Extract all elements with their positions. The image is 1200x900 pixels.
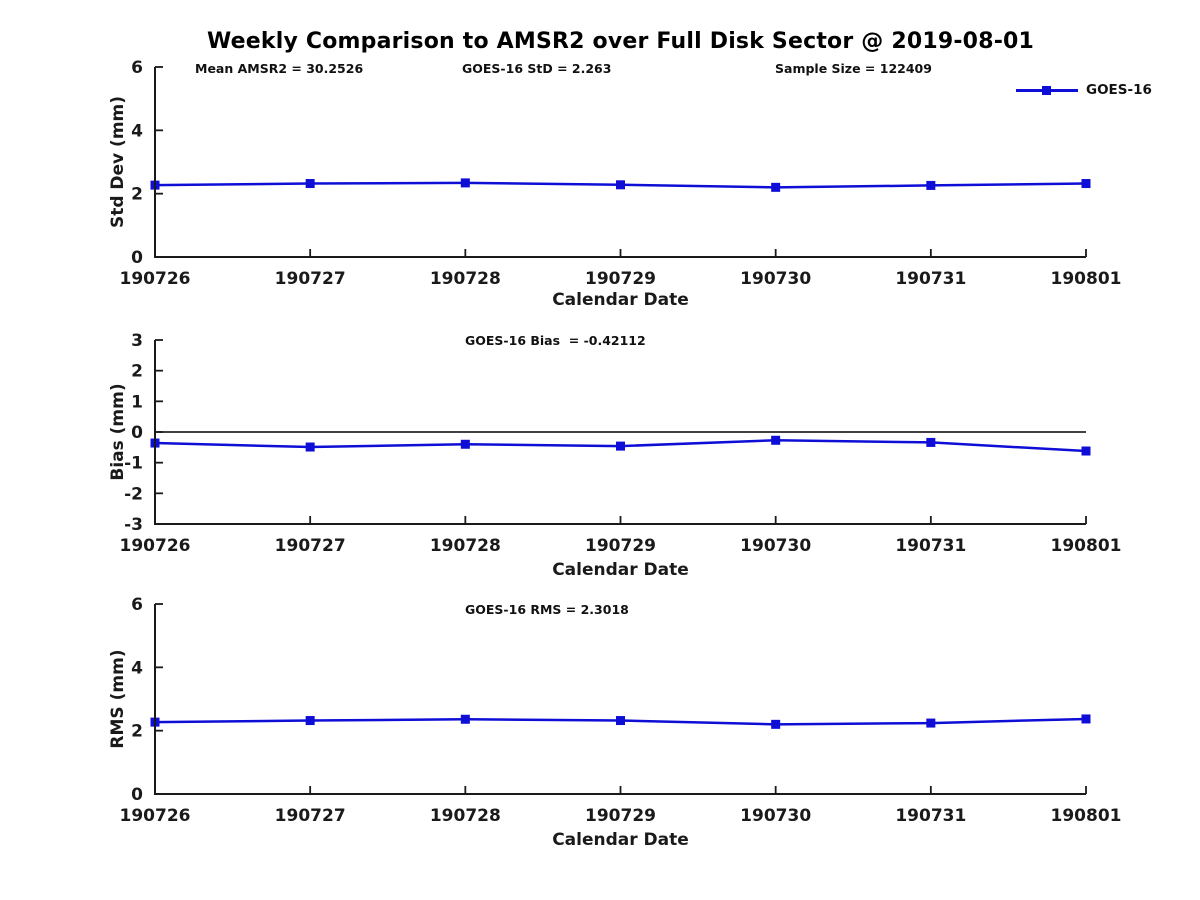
figure-title: Weekly Comparison to AMSR2 over Full Dis…: [206, 29, 1035, 54]
y-tick-label: -2: [124, 484, 143, 504]
x-tick-label: 190729: [585, 536, 656, 556]
annotation-sample-size: Sample Size = 122409: [775, 61, 932, 76]
x-tick-label: 190801: [1051, 536, 1122, 556]
data-point-marker: [460, 439, 470, 449]
x-tick-label: 190729: [585, 269, 656, 289]
x-tick-label: 190801: [1051, 269, 1122, 289]
x-tick-label: 190727: [275, 269, 346, 289]
data-point-marker: [616, 441, 625, 451]
data-point-marker: [460, 178, 470, 188]
data-point-marker: [771, 182, 781, 192]
y-tick-label: 6: [131, 595, 143, 615]
data-point-marker: [616, 180, 625, 190]
x-tick-label: 190728: [430, 806, 501, 826]
data-point-marker: [771, 435, 781, 445]
y-tick-label: 4: [131, 658, 143, 678]
x-tick-label: 190730: [740, 269, 811, 289]
y-tick-label: 1: [131, 392, 143, 412]
data-point-marker: [1081, 714, 1091, 724]
xlabel-plot3: Calendar Date: [552, 830, 689, 850]
legend-label: GOES-16: [1086, 82, 1152, 98]
xlabel-plot1: Calendar Date: [552, 290, 689, 310]
data-point-marker: [1081, 446, 1091, 456]
y-tick-label: 0: [131, 423, 143, 443]
x-tick-label: 190726: [120, 269, 191, 289]
data-point-marker: [926, 437, 936, 447]
y-tick-label: -1: [124, 454, 143, 474]
y-tick-label: 3: [131, 331, 143, 351]
y-tick-label: 2: [131, 722, 143, 742]
data-point-marker: [305, 442, 315, 452]
y-tick-label: 2: [131, 185, 143, 205]
y-tick-label: 0: [131, 785, 143, 805]
plot-2: 0 2 4 6 190726 190727 190728 190729 190730 190731…: [120, 595, 1122, 826]
legend-square-marker-icon: [1042, 85, 1051, 95]
y-tick-label: 6: [131, 58, 143, 78]
annotation-goes16-std: GOES-16 StD = 2.263: [462, 61, 612, 76]
data-point-marker: [305, 179, 315, 189]
y-tick-label: -3: [124, 515, 143, 535]
data-point-marker: [926, 180, 936, 190]
xlabel-plot2: Calendar Date: [552, 560, 689, 580]
annotation-mean-amsr2: Mean AMSR2 = 30.2526: [195, 61, 364, 76]
ylabel-bias: Bias (mm): [108, 383, 128, 481]
data-point-marker: [771, 719, 781, 729]
legend-line-sample: [1016, 85, 1078, 95]
data-point-marker: [926, 718, 936, 728]
x-tick-label: 190731: [895, 806, 966, 826]
x-tick-label: 190727: [275, 536, 346, 556]
data-point-marker: [616, 716, 625, 726]
x-tick-label: 190727: [275, 806, 346, 826]
x-tick-label: 190729: [585, 806, 656, 826]
x-tick-label: 190730: [740, 806, 811, 826]
ylabel-stddev: Std Dev (mm): [108, 95, 128, 229]
data-point-marker: [1081, 179, 1091, 189]
plot-0: 0 2 4 6 190726 190727 190728 190729 190730 190731…: [120, 58, 1122, 289]
x-tick-label: 190728: [430, 536, 501, 556]
axis: [154, 604, 1086, 795]
y-tick-label: 2: [131, 362, 143, 382]
x-tick-label: 190728: [430, 269, 501, 289]
y-tick-label: 0: [131, 248, 143, 268]
legend: GOES-16: [1016, 82, 1152, 98]
ylabel-rms: RMS (mm): [108, 649, 128, 749]
axis: [154, 67, 1086, 258]
x-tick-label: 190726: [120, 806, 191, 826]
x-tick-label: 190731: [895, 269, 966, 289]
annotation-goes16-rms: GOES-16 RMS = 2.3018: [465, 602, 629, 617]
x-tick-label: 190730: [740, 536, 811, 556]
x-tick-label: 190726: [120, 536, 191, 556]
annotation-goes16-bias: GOES-16 Bias = -0.42112: [465, 333, 646, 348]
x-tick-label: 190731: [895, 536, 966, 556]
x-tick-label: 190801: [1051, 806, 1122, 826]
data-point-marker: [460, 714, 470, 724]
data-point-marker: [305, 716, 315, 726]
y-tick-label: 4: [131, 121, 143, 141]
